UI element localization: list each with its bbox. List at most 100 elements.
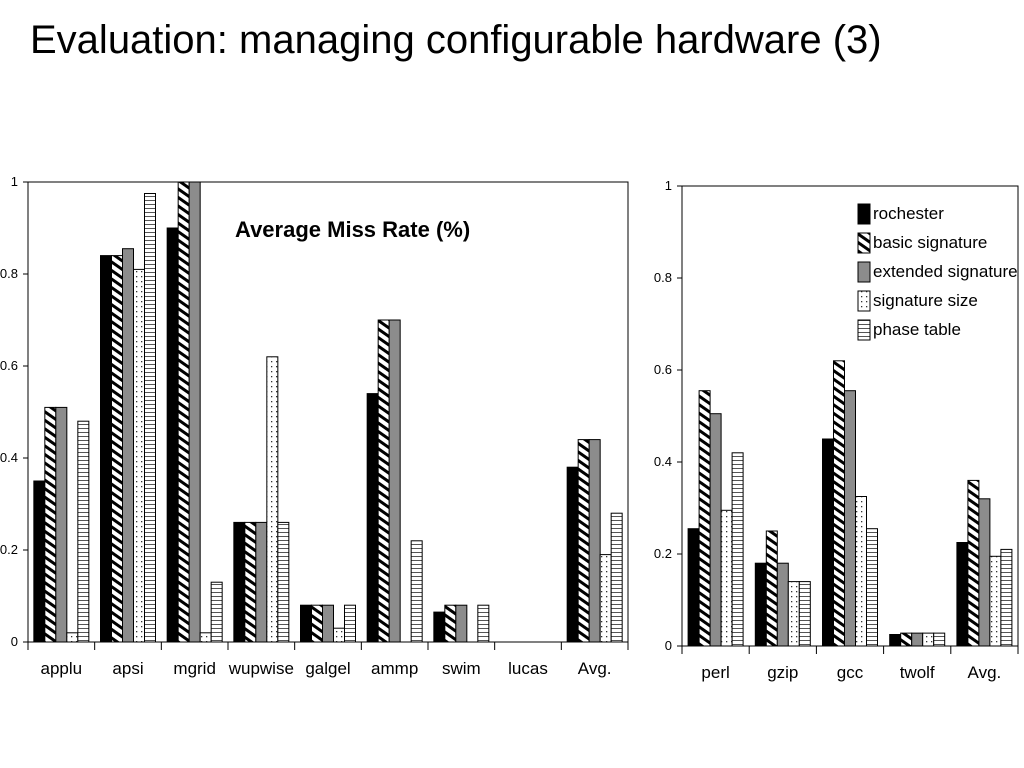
y-tick-label: 0.6: [0, 358, 18, 373]
bar-basic-signature: [177, 181, 190, 643]
legend-label-basic-signature: basic signature: [873, 233, 987, 252]
bar-basic-signature: [577, 439, 590, 643]
legend-swatch-basic-signature: [857, 232, 871, 254]
chart-inner-title: Average Miss Rate (%): [235, 217, 470, 242]
bar-rochester: [822, 438, 834, 647]
y-tick-label: 0.4: [654, 454, 672, 469]
bar-phase-table: [933, 632, 946, 647]
bar-extended-signature: [588, 439, 601, 643]
bar-extended-signature: [55, 406, 68, 643]
bar-extended-signature: [255, 521, 268, 643]
bar-rochester: [433, 611, 446, 643]
y-tick-label: 0.8: [654, 270, 672, 285]
y-tick-label: 0.8: [0, 266, 18, 281]
bar-phase-table: [866, 528, 878, 647]
bar-signature-size: [66, 632, 79, 643]
bar-rochester: [233, 521, 246, 643]
y-tick-label: 0: [665, 638, 672, 653]
bar-extended-signature: [978, 498, 991, 647]
x-category-label: twolf: [900, 663, 935, 682]
bar-phase-table: [344, 604, 356, 643]
x-category-label: ammp: [371, 659, 418, 678]
bar-signature-size: [720, 509, 733, 647]
miss-rate-chart-right: 0 0.2 0.4 0.6 0.8 1 perl gzip gcc twolf Avg. roches…: [654, 178, 1019, 682]
bar-rochester: [166, 227, 179, 643]
bar-rochester: [33, 480, 46, 643]
legend-label-signature-size: signature size: [873, 291, 978, 310]
y-tick-label: 1: [665, 178, 672, 193]
bar-basic-signature: [377, 319, 390, 643]
bar-basic-signature: [765, 530, 778, 647]
bar-extended-signature: [844, 390, 856, 647]
bar-basic-signature: [444, 604, 457, 643]
x-category-label: wupwise: [228, 659, 294, 678]
bar-phase-table: [1000, 548, 1013, 647]
x-category-label: perl: [701, 663, 729, 682]
bar-basic-signature: [111, 255, 123, 643]
bar-basic-signature: [967, 479, 980, 647]
bar-basic-signature: [698, 390, 711, 647]
miss-rate-chart-left: 0 0.2 0.4 0.6 0.8 1 applu apsi mgrid wupwise galge…: [0, 174, 629, 678]
y-tick-label: 0: [11, 634, 18, 649]
y-tick-label: 0.2: [0, 542, 18, 557]
bar-rochester: [754, 562, 767, 647]
legend-swatch-rochester: [857, 203, 871, 225]
bar-extended-signature: [388, 319, 401, 643]
bar-extended-signature: [188, 181, 201, 643]
bar-basic-signature: [311, 604, 323, 643]
bar-rochester: [956, 542, 969, 647]
bar-rochester: [366, 393, 379, 643]
bar-extended-signature: [911, 632, 924, 647]
bar-phase-table: [610, 512, 623, 643]
bar-extended-signature: [776, 562, 789, 647]
bar-signature-size: [333, 627, 345, 643]
bar-extended-signature: [322, 604, 334, 643]
bar-rochester: [687, 528, 700, 647]
x-category-label: apsi: [112, 659, 143, 678]
bar-signature-size: [855, 496, 867, 647]
y-tick-label: 0.4: [0, 450, 18, 465]
legend-label-extended-signature: extended signature: [873, 262, 1018, 281]
bar-signature-size: [989, 555, 1002, 647]
bar-rochester: [889, 634, 902, 647]
bar-signature-size: [133, 268, 145, 643]
bar-basic-signature: [44, 406, 57, 643]
y-tick-label: 0.6: [654, 362, 672, 377]
bar-extended-signature: [122, 248, 134, 643]
x-category-label: Avg.: [968, 663, 1002, 682]
legend-swatch-phase-table: [857, 319, 871, 341]
x-category-label: gzip: [767, 663, 798, 682]
bar-basic-signature: [244, 521, 257, 643]
bar-signature-size: [266, 356, 279, 643]
bar-phase-table: [798, 581, 811, 647]
bar-phase-table: [277, 521, 290, 643]
x-category-label: Avg.: [578, 659, 612, 678]
bar-phase-table: [77, 420, 90, 643]
bar-signature-size: [599, 554, 612, 643]
x-category-label: mgrid: [173, 659, 216, 678]
bar-signature-size: [787, 581, 800, 647]
bar-phase-table: [144, 193, 156, 643]
legend-swatch-signature-size: [857, 290, 871, 312]
bar-signature-size: [199, 632, 212, 643]
bar-signature-size: [922, 632, 935, 647]
x-category-label: galgel: [305, 659, 350, 678]
x-category-label: applu: [41, 659, 83, 678]
x-category-label: lucas: [508, 659, 548, 678]
bar-phase-table: [477, 604, 490, 643]
x-category-label: gcc: [837, 663, 864, 682]
legend-swatch-extended-signature: [857, 261, 871, 283]
y-tick-label: 1: [11, 174, 18, 189]
bar-phase-table: [731, 452, 744, 647]
bar-extended-signature: [455, 604, 468, 643]
bar-phase-table: [210, 581, 223, 643]
y-tick-label: 0.2: [654, 546, 672, 561]
bar-rochester: [300, 604, 312, 643]
bar-extended-signature: [709, 413, 722, 647]
bar-basic-signature: [900, 632, 913, 647]
bar-rochester: [100, 255, 112, 643]
bar-basic-signature: [833, 360, 845, 647]
slide-title: Evaluation: managing configurable hardwa…: [30, 18, 882, 62]
bar-rochester: [566, 466, 579, 643]
x-category-label: swim: [442, 659, 481, 678]
